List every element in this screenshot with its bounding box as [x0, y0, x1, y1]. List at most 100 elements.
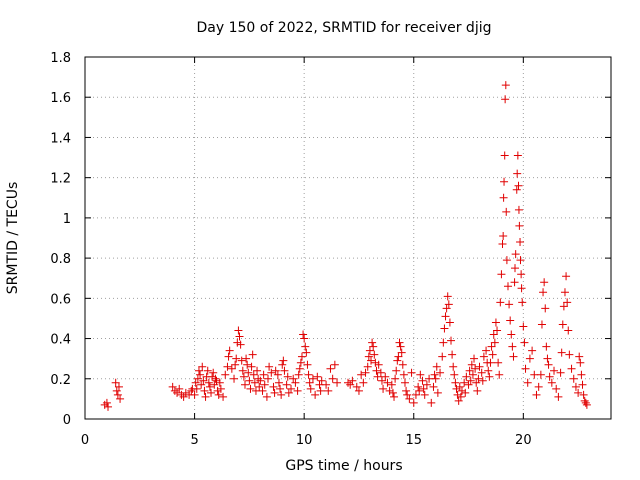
data-point	[230, 374, 239, 383]
data-point	[411, 390, 420, 399]
data-point	[311, 390, 320, 399]
data-point	[562, 272, 571, 281]
data-point	[247, 362, 256, 371]
data-point	[260, 380, 269, 389]
data-point	[326, 364, 335, 373]
data-point	[192, 384, 201, 393]
data-point	[545, 372, 554, 381]
data-point	[300, 334, 309, 343]
data-point	[231, 360, 240, 369]
data-points	[100, 81, 591, 411]
data-point	[422, 380, 431, 389]
data-point	[420, 390, 429, 399]
data-point	[419, 384, 428, 393]
data-point	[429, 382, 438, 391]
x-tick-label: 0	[81, 433, 89, 448]
data-point	[373, 372, 382, 381]
data-point	[289, 374, 298, 383]
data-point	[445, 318, 454, 327]
data-point	[507, 330, 516, 339]
data-point	[494, 358, 503, 367]
data-point	[579, 390, 588, 399]
data-point	[578, 380, 587, 389]
data-point	[284, 388, 293, 397]
data-point	[442, 304, 451, 313]
data-point	[528, 346, 537, 355]
data-point	[525, 354, 534, 363]
data-point	[487, 342, 496, 351]
data-point	[488, 350, 497, 359]
data-point	[397, 348, 406, 357]
data-point	[262, 392, 271, 401]
data-point	[436, 368, 445, 377]
data-point	[536, 370, 545, 379]
data-point	[472, 378, 481, 387]
data-point	[322, 380, 331, 389]
data-point	[255, 382, 264, 391]
data-point	[471, 364, 480, 373]
data-point	[267, 368, 276, 377]
data-point	[544, 360, 553, 369]
data-point	[418, 376, 427, 385]
data-point	[196, 370, 205, 379]
y-tick-label: 0.2	[50, 373, 71, 388]
data-point	[414, 382, 423, 391]
data-point	[391, 374, 400, 383]
data-point	[277, 390, 286, 399]
data-point	[455, 382, 464, 391]
data-point	[193, 374, 202, 383]
data-point	[361, 368, 370, 377]
data-point	[317, 376, 326, 385]
x-tick-label: 20	[515, 433, 532, 448]
data-point	[191, 378, 200, 387]
data-point	[502, 207, 511, 216]
data-point	[454, 396, 463, 405]
data-point	[199, 376, 208, 385]
data-point	[457, 386, 466, 395]
data-point	[301, 342, 310, 351]
data-point	[499, 231, 508, 240]
data-point	[427, 398, 436, 407]
data-point	[462, 372, 471, 381]
data-point	[208, 372, 217, 381]
data-point	[571, 382, 580, 391]
data-point	[576, 358, 585, 367]
data-point	[403, 390, 412, 399]
data-point	[477, 368, 486, 377]
data-point	[508, 342, 517, 351]
data-point	[395, 338, 404, 347]
data-point	[547, 378, 556, 387]
data-point	[511, 264, 520, 273]
data-point	[554, 392, 563, 401]
data-point	[532, 390, 541, 399]
x-tick-label: 5	[190, 433, 198, 448]
data-point	[371, 358, 380, 367]
y-tick-label: 1.2	[50, 172, 71, 187]
data-point	[393, 356, 402, 365]
data-point	[519, 322, 528, 331]
data-point	[253, 366, 262, 375]
data-point	[173, 388, 182, 397]
data-point	[223, 362, 232, 371]
data-point	[520, 338, 529, 347]
data-point	[197, 380, 206, 389]
y-tick-label: 1	[63, 212, 71, 227]
data-point	[441, 312, 450, 321]
data-point	[333, 378, 342, 387]
data-point	[515, 221, 524, 230]
data-point	[194, 366, 203, 375]
data-point	[543, 354, 552, 363]
data-point	[324, 386, 333, 395]
data-point	[399, 370, 408, 379]
data-point	[348, 376, 357, 385]
data-point	[460, 378, 469, 387]
data-point	[518, 298, 527, 307]
data-point	[276, 384, 285, 393]
data-point	[482, 346, 491, 355]
data-point	[287, 384, 296, 393]
data-point	[352, 382, 361, 391]
data-point	[387, 380, 396, 389]
y-tick-label: 1.6	[50, 91, 71, 106]
data-point	[111, 378, 120, 387]
data-point	[187, 386, 196, 395]
